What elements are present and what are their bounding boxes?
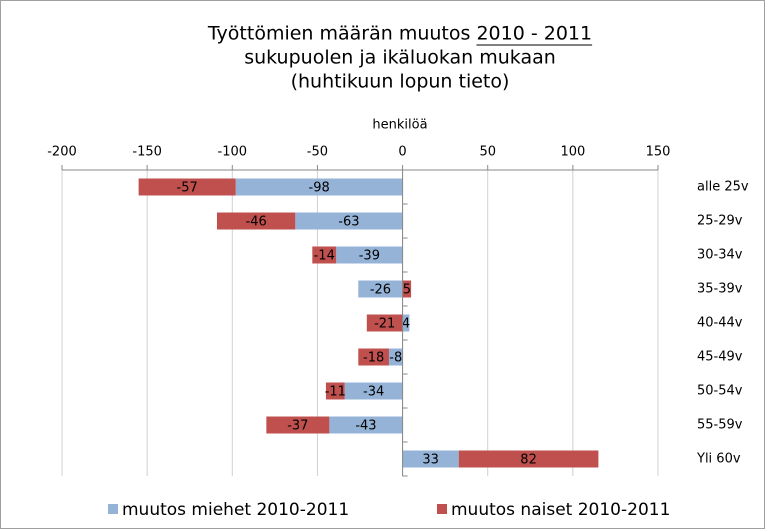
data-label: 4 bbox=[402, 317, 410, 332]
bar bbox=[312, 246, 337, 264]
x-axis-label: henkilöä bbox=[372, 118, 427, 133]
bar bbox=[329, 416, 403, 434]
y-tick-label: 30-34v bbox=[697, 248, 743, 263]
bar bbox=[344, 382, 403, 400]
data-label: 5 bbox=[403, 283, 411, 298]
x-tick-label: 50 bbox=[479, 145, 496, 160]
data-label: -63 bbox=[338, 215, 359, 230]
chart-title: sukupuolen ja ikäluokan mukaan bbox=[244, 47, 556, 69]
data-label: -8 bbox=[389, 351, 402, 366]
y-tick-label: alle 25v bbox=[697, 180, 749, 195]
data-label: -21 bbox=[374, 317, 395, 332]
bar bbox=[138, 178, 236, 196]
data-label: -34 bbox=[363, 385, 384, 400]
x-tick-label: -200 bbox=[47, 145, 77, 160]
data-label: -37 bbox=[287, 419, 308, 434]
data-label: -43 bbox=[355, 419, 376, 434]
x-tick-label: -50 bbox=[307, 145, 328, 160]
bar bbox=[325, 382, 345, 400]
y-tick-label: 55-59v bbox=[697, 418, 743, 433]
data-label: 33 bbox=[422, 453, 439, 468]
data-label: -18 bbox=[363, 351, 384, 366]
bar bbox=[402, 280, 412, 298]
y-tick-label: Yli 60v bbox=[696, 452, 741, 467]
bar bbox=[402, 314, 410, 332]
bar bbox=[458, 450, 599, 468]
data-label: -11 bbox=[325, 385, 346, 400]
legend-swatch bbox=[437, 504, 447, 514]
bar bbox=[358, 280, 403, 298]
bar bbox=[358, 348, 389, 366]
y-tick-label: 35-39v bbox=[697, 282, 743, 297]
data-label: -14 bbox=[314, 249, 335, 264]
legend-swatch bbox=[108, 504, 118, 514]
data-label: -26 bbox=[370, 283, 391, 298]
data-label: -46 bbox=[246, 215, 267, 230]
x-tick-label: -150 bbox=[132, 145, 162, 160]
bar bbox=[366, 314, 403, 332]
data-label: -98 bbox=[309, 181, 330, 196]
y-tick-label: 40-44v bbox=[697, 316, 743, 331]
data-label: 82 bbox=[520, 453, 537, 468]
x-tick-label: 100 bbox=[560, 145, 585, 160]
bar bbox=[235, 178, 403, 196]
data-label: -57 bbox=[177, 181, 198, 196]
legend-label: muutos naiset 2010-2011 bbox=[451, 500, 670, 520]
y-tick-label: 50-54v bbox=[697, 384, 743, 399]
chart-title: (huhtikuun lopun tieto) bbox=[291, 71, 510, 93]
bar bbox=[266, 416, 330, 434]
legend-label: muutos miehet 2010-2011 bbox=[122, 500, 349, 520]
chart-title: Työttömien määrän muutos 2010 - 2011 bbox=[207, 23, 592, 45]
bar bbox=[402, 450, 459, 468]
data-label: -39 bbox=[359, 249, 380, 264]
x-tick-label: 150 bbox=[646, 145, 671, 160]
x-tick-label: 0 bbox=[398, 145, 406, 160]
bar bbox=[336, 246, 403, 264]
x-tick-label: -100 bbox=[218, 145, 248, 160]
bar bbox=[295, 212, 403, 230]
y-tick-label: 45-49v bbox=[697, 350, 743, 365]
y-tick-label: 25-29v bbox=[697, 214, 743, 229]
bar bbox=[388, 348, 403, 366]
bar bbox=[216, 212, 296, 230]
